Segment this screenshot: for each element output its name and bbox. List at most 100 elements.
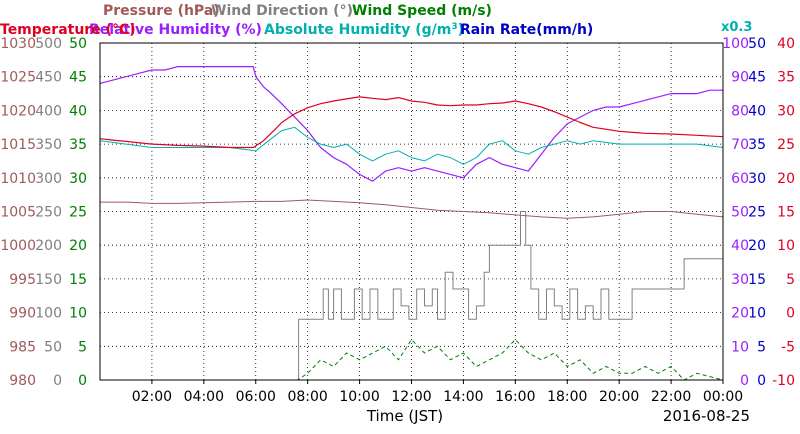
- legend-entry: Relative Humidity (%): [89, 22, 262, 38]
- pressure-tick-label: 1020: [0, 103, 36, 119]
- chart-date: 2016-08-25: [663, 407, 750, 425]
- x-tick-label: 08:00: [287, 389, 327, 405]
- rain-rate-tick-label: 30: [748, 171, 766, 187]
- pressure-tick-label: 1005: [0, 205, 36, 221]
- temperature-tick-label: 15: [777, 205, 795, 221]
- x-tick-label: 18:00: [547, 389, 587, 405]
- wind-speed-tick-label: 10: [69, 306, 87, 322]
- rain-rate-tick-label: 50: [748, 36, 766, 52]
- wind-speed-tick-label: 20: [69, 238, 87, 254]
- x-tick-label: 02:00: [132, 389, 172, 405]
- legend: Pressure (hPa)Wind Direction (°) Wind Spe…: [0, 3, 752, 38]
- x-tick-label: 14:00: [443, 389, 483, 405]
- wind-speed-tick-label: 45: [69, 70, 87, 86]
- pressure-tick-label: 1025: [0, 70, 36, 86]
- temperature-tick-label: 20: [777, 171, 795, 187]
- rain-rate-tick-label: 15: [748, 272, 766, 288]
- wind-direction-tick-label: 450: [35, 70, 62, 86]
- temperature-tick-label: 40: [777, 36, 795, 52]
- humidity-tick-label: 50: [731, 205, 749, 221]
- temperature-tick-label: -10: [772, 373, 795, 389]
- x-tick-label: 16:00: [495, 389, 535, 405]
- left-axes: 1030102510201015101010051000995990985980…: [0, 36, 87, 389]
- wind-speed-tick-label: 0: [78, 373, 87, 389]
- humidity-tick-label: 90: [731, 70, 749, 86]
- wind-direction-tick-label: 100: [35, 306, 62, 322]
- temperature-tick-label: 25: [777, 137, 795, 153]
- wind-direction-tick-label: 350: [35, 137, 62, 153]
- legend-entry: Rain Rate(mm/h): [460, 22, 593, 38]
- x-tick-label: 06:00: [236, 389, 276, 405]
- temperature-tick-label: 5: [786, 272, 795, 288]
- legend-entry: Wind Speed (m/s): [352, 3, 492, 19]
- wind-direction-tick-label: 250: [35, 205, 62, 221]
- pressure-tick-label: 1015: [0, 137, 36, 153]
- wind-speed-tick-label: 25: [69, 205, 87, 221]
- pressure-tick-label: 995: [9, 272, 36, 288]
- series-line: [99, 126, 724, 165]
- series-line: [100, 339, 724, 381]
- x-tick-label: 12:00: [391, 389, 431, 405]
- rain-rate-tick-label: 35: [748, 137, 766, 153]
- x-axis: 02:00 04:00 06:00 08:00 10:00 12:00 14:00 16:00…: [132, 380, 743, 405]
- rain-rate-tick-label: 10: [748, 306, 766, 322]
- legend-entry: Temperature (°C): [0, 22, 136, 38]
- rain-rate-tick-label: 20: [748, 238, 766, 254]
- wind-direction-tick-label: 150: [35, 272, 62, 288]
- pressure-tick-label: 1010: [0, 171, 36, 187]
- humidity-tick-label: 70: [731, 137, 749, 153]
- rain-rate-tick-label: 25: [748, 205, 766, 221]
- temperature-tick-label: 35: [777, 70, 795, 86]
- rain-rate-tick-label: 45: [748, 70, 766, 86]
- humidity-tick-label: 0: [740, 373, 749, 389]
- temperature-tick-label: 10: [777, 238, 795, 254]
- wind-speed-tick-label: 35: [69, 137, 87, 153]
- wind-speed-tick-label: 15: [69, 272, 87, 288]
- humidity-tick-label: 60: [731, 171, 749, 187]
- pressure-tick-label: 990: [9, 306, 36, 322]
- right-axes: 1009080706050403020100504540353025201510…: [722, 36, 795, 389]
- humidity-tick-label: 40: [731, 238, 749, 254]
- wind-direction-tick-label: 300: [35, 171, 62, 187]
- wind-speed-tick-label: 50: [69, 36, 87, 52]
- humidity-tick-label: 30: [731, 272, 749, 288]
- wind-direction-tick-label: 500: [35, 36, 62, 52]
- pressure-tick-label: 980: [9, 373, 36, 389]
- legend-entry: Absolute Humidity (g/m3): [264, 22, 464, 38]
- wind-speed-tick-label: 5: [78, 339, 87, 355]
- pressure-tick-label: 985: [9, 339, 36, 355]
- x-tick-label: 20:00: [599, 389, 639, 405]
- temperature-tick-label: -5: [781, 339, 795, 355]
- wind-direction-tick-label: 400: [35, 103, 62, 119]
- pressure-tick-label: 1000: [0, 238, 36, 254]
- rain-rate-tick-label: 5: [757, 339, 766, 355]
- series-line: [100, 211, 723, 381]
- wind-direction-tick-label: 0: [53, 373, 62, 389]
- humidity-tick-label: 10: [731, 339, 749, 355]
- legend-entry: Wind Direction (°): [211, 3, 353, 19]
- series-line: [99, 96, 724, 149]
- temperature-tick-label: 30: [777, 103, 795, 119]
- legend-multiplier: x0.3: [721, 20, 752, 35]
- grid: [100, 43, 723, 380]
- wind-speed-tick-label: 40: [69, 103, 87, 119]
- rain-rate-tick-label: 40: [748, 103, 766, 119]
- humidity-tick-label: 100: [722, 36, 749, 52]
- rain-rate-tick-label: 0: [757, 373, 766, 389]
- wind-speed-tick-label: 30: [69, 171, 87, 187]
- temperature-tick-label: 0: [786, 306, 795, 322]
- x-tick-label: 00:00: [703, 389, 743, 405]
- legend-entry: Pressure (hPa): [103, 3, 220, 19]
- humidity-tick-label: 20: [731, 306, 749, 322]
- series-line: [100, 199, 724, 219]
- x-tick-label: 04:00: [184, 389, 224, 405]
- series-line: [99, 66, 723, 182]
- humidity-tick-label: 80: [731, 103, 749, 119]
- x-tick-label: 10:00: [339, 389, 379, 405]
- x-axis-label: Time (JST): [366, 407, 443, 425]
- wind-direction-tick-label: 50: [44, 339, 62, 355]
- x-tick-label: 22:00: [651, 389, 691, 405]
- pressure-tick-label: 1030: [0, 36, 36, 52]
- wind-direction-tick-label: 200: [35, 238, 62, 254]
